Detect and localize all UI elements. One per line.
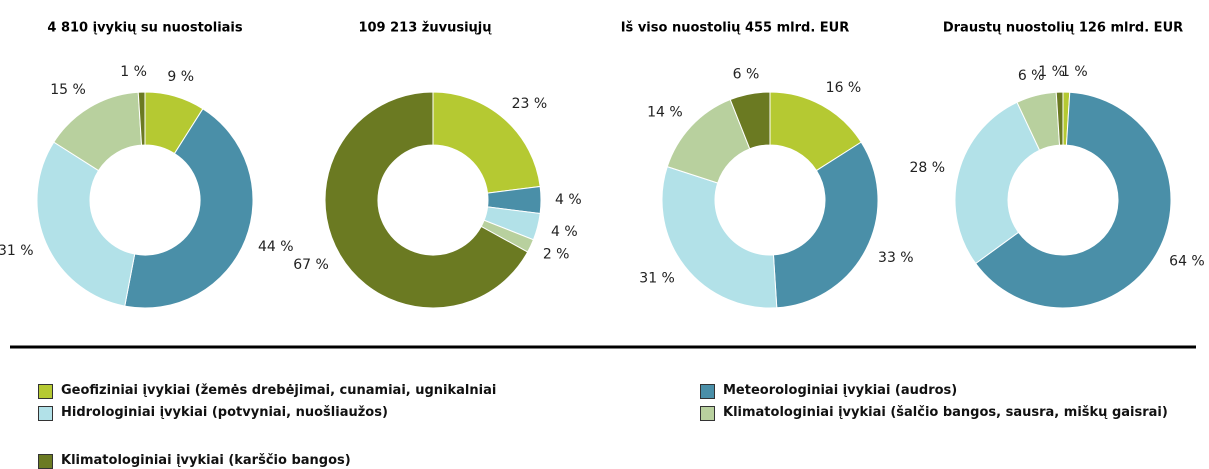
legend-swatch (700, 406, 715, 421)
legend-swatch (38, 406, 53, 421)
value-label: 14 % (647, 104, 683, 120)
value-label: 9 % (167, 69, 194, 85)
value-label: 4 % (555, 192, 582, 208)
value-label: 28 % (909, 160, 945, 176)
value-label: 1 % (120, 64, 147, 80)
value-label: 16 % (826, 80, 862, 96)
value-label: 15 % (50, 82, 86, 98)
value-label: 2 % (543, 246, 570, 262)
value-label: 67 % (293, 257, 329, 273)
chart-title: Iš viso nuostolių 455 mlrd. EUR (621, 21, 850, 36)
value-label: 44 % (258, 239, 294, 255)
legend-item: Hidrologiniai įvykiai (potvyniai, nuošli… (38, 405, 658, 421)
donut-slice (954, 101, 1041, 265)
value-label: 1 % (1061, 64, 1088, 80)
donut-slice (729, 91, 771, 150)
chart-title: 4 810 įvykių su nuostoliais (47, 21, 243, 36)
legend-label: Meteorologiniai įvykiai (audros) (723, 383, 958, 398)
donut-slice (1055, 91, 1064, 146)
value-label: 6 % (733, 66, 760, 82)
legend-swatch (700, 384, 715, 399)
value-label: 31 % (639, 270, 675, 286)
value-label: 6 % (1018, 68, 1045, 84)
legend-swatch (38, 454, 53, 469)
legend-item: Klimatologiniai įvykiai (karščio bangos) (38, 453, 658, 469)
donut-slice (124, 108, 254, 309)
value-label: 4 % (551, 224, 578, 240)
legend-item: Geofiziniai įvykiai (žemės drebėjimai, c… (38, 383, 658, 399)
legend-label: Klimatologiniai įvykiai (karščio bangos) (61, 453, 351, 468)
legend-label: Geofiziniai įvykiai (žemės drebėjimai, c… (61, 383, 497, 398)
value-label: 23 % (512, 96, 548, 112)
donut-slice (137, 91, 146, 146)
value-label: 1 % (1038, 64, 1065, 80)
chart-title: 109 213 žuvusiųjų (358, 21, 492, 36)
legend-item: Meteorologiniai įvykiai (audros) (700, 383, 1180, 399)
donut-slice (974, 91, 1172, 309)
legend-swatch (38, 384, 53, 399)
legend-item: Klimatologiniai įvykiai (šalčio bangos, … (700, 405, 1180, 421)
value-label: 33 % (878, 250, 914, 266)
legend-label: Klimatologiniai įvykiai (šalčio bangos, … (723, 405, 1168, 420)
value-label: 64 % (1169, 254, 1205, 270)
value-label: 31 % (0, 243, 34, 259)
donut-slice (432, 91, 541, 194)
donut-slice (36, 141, 136, 307)
donut-slice (661, 165, 778, 309)
chart-title: Draustų nuostolių 126 mlrd. EUR (943, 21, 1183, 36)
donut-slice (324, 91, 529, 309)
donut-slice (772, 141, 879, 309)
legend-label: Hidrologiniai įvykiai (potvyniai, nuošli… (61, 405, 388, 420)
